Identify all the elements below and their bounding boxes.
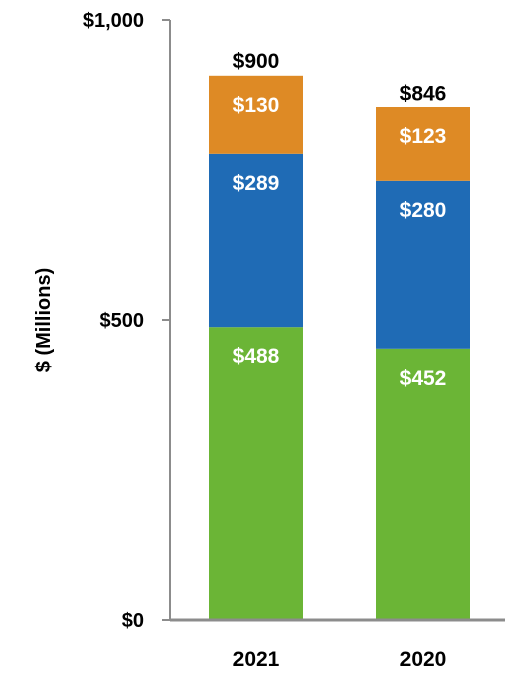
- y-axis: $0 $500 $1,000: [83, 10, 171, 632]
- y-axis-label: $ (Millions): [33, 268, 55, 372]
- bar-segment: [209, 75, 303, 154]
- segment-value-label: $452: [400, 367, 447, 390]
- bar-segment: [376, 107, 470, 181]
- y-tick-label: $500: [100, 310, 145, 332]
- segment-value-label: $130: [233, 94, 280, 117]
- bar-segment: [376, 348, 470, 620]
- segment-value-label: $488: [233, 345, 280, 368]
- x-tick-label: 2020: [400, 648, 447, 671]
- total-value-label: $846: [400, 82, 447, 105]
- y-tick-label: $0: [122, 610, 144, 632]
- x-tick-label: 2021: [233, 648, 280, 671]
- bar-segment: [376, 180, 470, 349]
- segment-value-label: $123: [400, 125, 447, 148]
- y-tick-label: $1,000: [83, 10, 144, 32]
- total-value-label: $900: [233, 50, 280, 73]
- bars: $488 $289 $130 $900 $452 $280 $123 $846: [209, 50, 470, 620]
- segment-value-label: $280: [400, 199, 447, 222]
- x-axis: 2021 2020: [170, 618, 505, 671]
- bar-segment: [209, 327, 303, 620]
- bar-segment: [209, 153, 303, 328]
- segment-value-label: $289: [233, 172, 280, 195]
